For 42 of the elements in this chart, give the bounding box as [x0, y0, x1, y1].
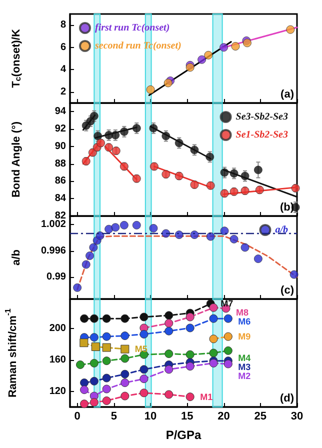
y-tick-label: 82 [54, 210, 66, 222]
annotation: (c) [280, 284, 294, 296]
y-tick-label: 8 [60, 20, 66, 31]
y-axis-title: Raman shift/cm-1 [4, 308, 19, 398]
x-tick-label: 30 [290, 410, 304, 422]
series-label: M6 [238, 316, 251, 327]
annotation: (d) [280, 392, 294, 404]
series-label: M8 [236, 308, 248, 318]
series-label: M3 [238, 362, 251, 372]
legend-label: Se3-Sb2-Se3 [236, 112, 288, 122]
y-axis-title: Bond Angle (°) [10, 121, 22, 198]
y-tick-label: 1.002 [40, 219, 66, 230]
x-tick-label: 20 [218, 410, 230, 422]
y-tick-label: 6 [60, 42, 66, 53]
y-tick-label: 84 [54, 193, 66, 204]
x-tick-label: 0 [74, 410, 80, 422]
y-tick-label: 4 [60, 64, 66, 76]
x-tick-label: 10 [144, 410, 157, 422]
y-tick-label: 200 [49, 323, 66, 334]
annotation: (a) [280, 88, 294, 100]
y-tick-label: 160 [49, 354, 66, 366]
x-tick-label: 5 [110, 410, 117, 422]
y-tick-label: 94 [54, 106, 66, 118]
y-axis-title: Tc(onset)/K [10, 29, 22, 88]
y-tick-label: 0.99 [46, 272, 66, 283]
y-axis-title: a/b [10, 249, 22, 266]
series-label: M2 [238, 371, 251, 382]
legend-label: a/b [275, 224, 288, 236]
y-tick-label: 90 [54, 140, 66, 152]
y-tick-label: 92 [54, 124, 66, 135]
y-tick-label: 88 [54, 158, 66, 170]
series-label: M4 [238, 353, 251, 364]
y-tick-label: 86 [54, 176, 66, 187]
x-tick-label: 25 [254, 410, 267, 422]
y-tick-label: 120 [49, 386, 66, 397]
series-label: M1 [200, 392, 213, 402]
y-tick-label: 0.996 [40, 245, 66, 256]
legend-label: Se1-Sb2-Se3 [236, 130, 288, 140]
series-label: M9 [238, 332, 251, 342]
y-tick-label: 2 [60, 86, 66, 98]
x-axis-title: P/GPa [166, 428, 202, 442]
x-tick-label: 15 [181, 410, 194, 422]
